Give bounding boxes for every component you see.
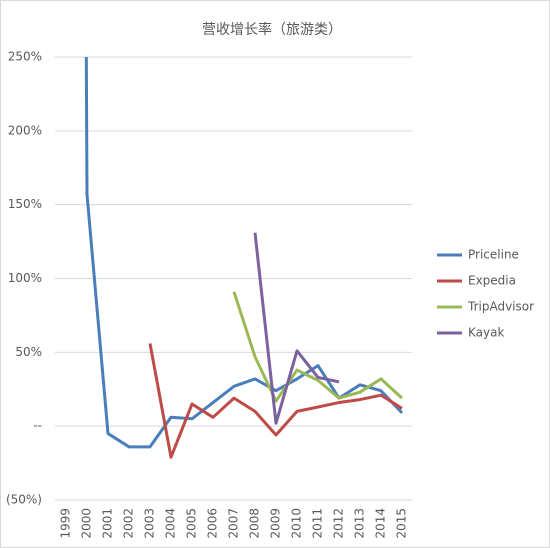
x-tick-label: 2002 [122, 508, 136, 539]
chart-title: 营收增长率（旅游类） [202, 21, 342, 38]
series-line [253, 232, 340, 425]
series-line [232, 291, 404, 403]
x-tick-label: 1999 [59, 508, 73, 539]
x-tick-label: 2015 [395, 508, 409, 539]
legend-label: Expedia [468, 274, 516, 288]
y-tick-label: 50% [15, 345, 42, 359]
x-tick-label: 2003 [143, 508, 157, 539]
y-tick-label: 250% [8, 50, 42, 64]
x-tick-label: 2005 [185, 508, 199, 539]
x-tick-label: 2008 [248, 508, 262, 539]
y-tick-label: 200% [8, 123, 42, 137]
legend-label: Priceline [468, 248, 519, 262]
y-tick-label: 150% [8, 197, 42, 211]
legend-label: TripAdvisor [467, 300, 534, 314]
x-tick-label: 2014 [374, 508, 388, 539]
y-tick-label: 100% [8, 271, 42, 285]
x-tick-label: 2012 [332, 508, 346, 539]
x-tick-label: 2009 [269, 508, 283, 539]
series-line [84, 57, 404, 449]
x-tick-label: 2010 [290, 508, 304, 539]
series-line [148, 343, 403, 459]
x-tick-label: 2001 [101, 508, 115, 539]
x-tick-label: 2013 [353, 508, 367, 539]
legend-label: Kayak [468, 326, 504, 340]
x-tick-label: 2000 [80, 508, 94, 539]
x-tick-label: 2004 [164, 508, 178, 539]
x-tick-label: 2006 [206, 508, 220, 539]
x-tick-label: 2011 [311, 508, 325, 539]
x-tick-label: 2007 [227, 508, 241, 539]
y-tick-label: -- [33, 419, 42, 433]
y-tick-label: (50%) [6, 493, 42, 507]
